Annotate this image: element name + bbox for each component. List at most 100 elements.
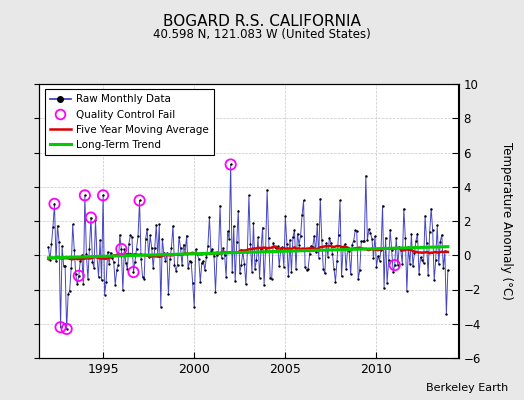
Point bbox=[274, 243, 282, 250]
Point bbox=[387, 247, 396, 253]
Point bbox=[222, 274, 231, 280]
Point bbox=[210, 252, 218, 259]
Point bbox=[360, 238, 368, 245]
Point bbox=[110, 258, 118, 265]
Point bbox=[120, 246, 128, 252]
Point bbox=[129, 269, 138, 275]
Point bbox=[181, 250, 189, 256]
Point bbox=[70, 247, 79, 254]
Point bbox=[369, 254, 378, 261]
Point bbox=[97, 277, 106, 283]
Point bbox=[346, 271, 355, 278]
Point bbox=[410, 250, 419, 256]
Point bbox=[175, 234, 183, 240]
Point bbox=[441, 248, 449, 254]
Point bbox=[81, 192, 89, 198]
Point bbox=[57, 324, 65, 330]
Point bbox=[213, 251, 221, 258]
Point bbox=[357, 238, 365, 245]
Point bbox=[299, 197, 308, 204]
Point bbox=[49, 224, 57, 230]
Point bbox=[196, 279, 204, 286]
Point bbox=[270, 244, 279, 250]
Point bbox=[234, 207, 243, 214]
Point bbox=[316, 196, 324, 202]
Point bbox=[201, 267, 209, 273]
Point bbox=[330, 266, 338, 272]
Point bbox=[324, 253, 332, 260]
Point bbox=[372, 263, 380, 270]
Point bbox=[362, 172, 370, 179]
Point bbox=[141, 236, 150, 242]
Point bbox=[226, 161, 235, 168]
Point bbox=[260, 282, 268, 288]
Point bbox=[307, 242, 315, 249]
Point bbox=[106, 249, 115, 256]
Point bbox=[199, 258, 208, 264]
Point bbox=[111, 282, 119, 288]
Point bbox=[177, 245, 185, 252]
Point bbox=[267, 276, 276, 282]
Point bbox=[158, 236, 167, 242]
Point bbox=[81, 192, 89, 198]
Point bbox=[418, 257, 426, 263]
Point bbox=[302, 267, 311, 273]
Point bbox=[53, 222, 62, 229]
Point bbox=[342, 266, 351, 272]
Point bbox=[58, 243, 66, 249]
Point bbox=[135, 197, 144, 204]
Point bbox=[313, 220, 321, 227]
Point bbox=[187, 259, 195, 266]
Point bbox=[226, 161, 235, 168]
Point bbox=[192, 246, 200, 252]
Point bbox=[351, 227, 359, 234]
Point bbox=[368, 235, 376, 242]
Point bbox=[123, 266, 132, 272]
Point bbox=[178, 262, 186, 268]
Point bbox=[99, 192, 107, 198]
Point bbox=[436, 238, 444, 245]
Point bbox=[219, 245, 227, 251]
Point bbox=[137, 256, 145, 262]
Point bbox=[402, 288, 411, 294]
Point bbox=[304, 265, 312, 272]
Point bbox=[278, 244, 287, 250]
Point bbox=[392, 234, 400, 241]
Point bbox=[167, 245, 176, 251]
Point bbox=[356, 267, 364, 273]
Point bbox=[390, 262, 399, 268]
Point bbox=[88, 259, 96, 265]
Point bbox=[417, 254, 425, 260]
Point bbox=[114, 262, 123, 268]
Point bbox=[82, 251, 91, 257]
Point bbox=[293, 230, 302, 237]
Point bbox=[122, 260, 130, 266]
Point bbox=[366, 230, 375, 236]
Point bbox=[434, 261, 443, 268]
Point bbox=[221, 252, 229, 258]
Point bbox=[350, 238, 358, 244]
Point bbox=[406, 260, 414, 267]
Point bbox=[94, 274, 103, 280]
Point bbox=[380, 285, 388, 291]
Point bbox=[255, 274, 264, 281]
Point bbox=[155, 221, 163, 228]
Point bbox=[246, 241, 255, 247]
Point bbox=[69, 221, 77, 228]
Point bbox=[233, 239, 241, 245]
Point bbox=[238, 248, 247, 255]
Point bbox=[328, 250, 336, 257]
Point bbox=[358, 238, 367, 245]
Point bbox=[442, 311, 451, 317]
Point bbox=[225, 236, 233, 242]
Point bbox=[365, 226, 373, 232]
Point bbox=[240, 260, 248, 267]
Point bbox=[138, 274, 147, 280]
Point bbox=[117, 246, 126, 252]
Point bbox=[424, 272, 432, 278]
Point bbox=[207, 248, 215, 254]
Point bbox=[334, 232, 343, 238]
Point bbox=[61, 263, 69, 269]
Point bbox=[164, 291, 172, 297]
Point bbox=[117, 246, 126, 252]
